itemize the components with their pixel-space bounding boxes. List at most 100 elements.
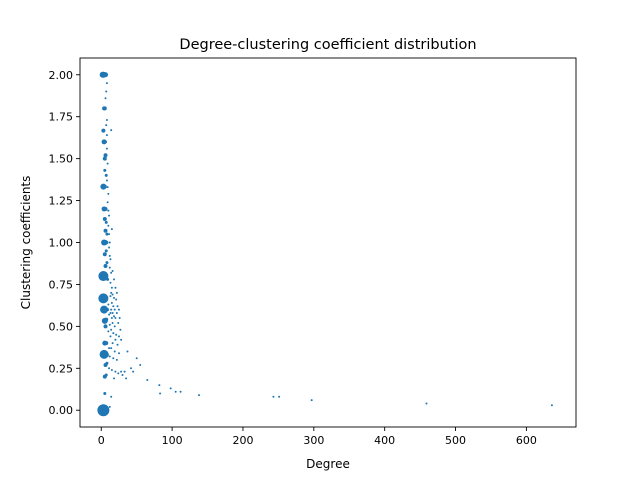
data-point	[104, 352, 109, 357]
data-point	[108, 367, 111, 370]
data-point	[103, 206, 108, 211]
x-axis-label: Degree	[306, 457, 350, 471]
data-point	[112, 357, 115, 360]
data-point	[107, 209, 110, 212]
data-point	[120, 338, 123, 341]
data-point	[115, 291, 118, 294]
data-point	[105, 241, 109, 244]
data-point	[110, 291, 113, 294]
data-point	[111, 322, 114, 325]
data-point	[119, 328, 122, 331]
y-tick-label: 1.00	[49, 237, 74, 250]
data-point	[102, 106, 107, 111]
data-point	[110, 228, 113, 231]
data-point	[115, 333, 118, 336]
data-point	[105, 147, 108, 150]
data-point	[135, 357, 138, 360]
data-point	[110, 271, 113, 274]
data-point	[104, 173, 108, 177]
data-point	[106, 308, 110, 312]
data-point	[132, 370, 135, 373]
data-point	[118, 316, 121, 319]
data-point	[116, 305, 119, 308]
data-point	[104, 373, 108, 377]
data-point	[117, 335, 120, 338]
data-point	[109, 335, 112, 338]
x-axis-ticks: 0 100 200 300 400 500 600	[98, 427, 537, 447]
data-point	[117, 352, 120, 355]
data-point	[104, 317, 109, 322]
data-point	[102, 184, 107, 189]
data-point	[111, 311, 114, 314]
data-point	[112, 305, 115, 308]
data-point	[110, 328, 113, 331]
data-point	[108, 347, 111, 350]
y-tick-label: 1.75	[49, 111, 74, 124]
data-point	[103, 391, 107, 395]
data-point	[110, 316, 113, 319]
x-tick-label: 500	[445, 434, 466, 447]
data-point	[102, 252, 107, 257]
data-point	[158, 384, 161, 387]
data-point	[139, 363, 142, 366]
data-point	[103, 153, 108, 158]
data-point	[126, 350, 129, 353]
data-point	[105, 82, 108, 85]
x-tick-label: 0	[98, 434, 105, 447]
x-tick-label: 300	[303, 434, 324, 447]
data-point	[106, 162, 109, 165]
data-point	[121, 374, 124, 376]
x-tick-label: 200	[232, 434, 253, 447]
data-point	[104, 295, 109, 300]
data-point	[108, 266, 111, 269]
data-point	[107, 330, 110, 333]
y-tick-label: 1.50	[49, 153, 74, 166]
data-point	[110, 301, 113, 304]
data-point	[108, 214, 111, 217]
data-point	[115, 298, 118, 301]
data-point	[112, 332, 115, 335]
data-point	[108, 254, 111, 257]
data-point	[104, 341, 109, 346]
data-point	[105, 179, 108, 182]
data-point	[108, 233, 111, 236]
data-point	[109, 281, 112, 284]
data-point	[113, 350, 116, 353]
data-point	[110, 129, 113, 132]
chart-title: Degree-clustering coefficient distributi…	[179, 37, 476, 53]
data-point	[104, 140, 108, 144]
data-point	[130, 367, 133, 370]
data-point	[106, 201, 109, 204]
data-point	[117, 322, 120, 325]
scatter-points	[97, 71, 553, 417]
data-point	[101, 128, 106, 133]
data-point	[125, 377, 128, 380]
data-point	[310, 399, 313, 402]
data-point	[105, 361, 109, 365]
data-point	[108, 246, 111, 249]
data-point	[108, 355, 111, 358]
data-point	[105, 134, 108, 137]
x-tick-label: 400	[374, 434, 395, 447]
data-point	[114, 316, 117, 319]
data-point	[111, 270, 114, 273]
data-point	[103, 307, 109, 313]
data-point	[108, 323, 111, 326]
y-tick-label: 2.00	[49, 69, 74, 82]
y-axis-ticks: 0.00 0.25 0.50 0.75 1.00 1.25 1.50 1.75 2.00	[49, 69, 80, 417]
x-tick-label: 600	[516, 434, 537, 447]
data-point	[107, 192, 110, 195]
data-point	[104, 249, 108, 253]
data-point	[103, 263, 108, 268]
data-point	[111, 293, 114, 296]
data-point	[550, 404, 553, 407]
data-point	[109, 295, 112, 298]
data-point	[108, 405, 111, 408]
data-point	[116, 343, 119, 346]
data-point	[110, 347, 113, 350]
y-tick-label: 0.00	[49, 404, 74, 417]
data-point	[109, 258, 112, 261]
y-tick-label: 0.25	[49, 362, 74, 375]
data-point	[123, 370, 126, 373]
